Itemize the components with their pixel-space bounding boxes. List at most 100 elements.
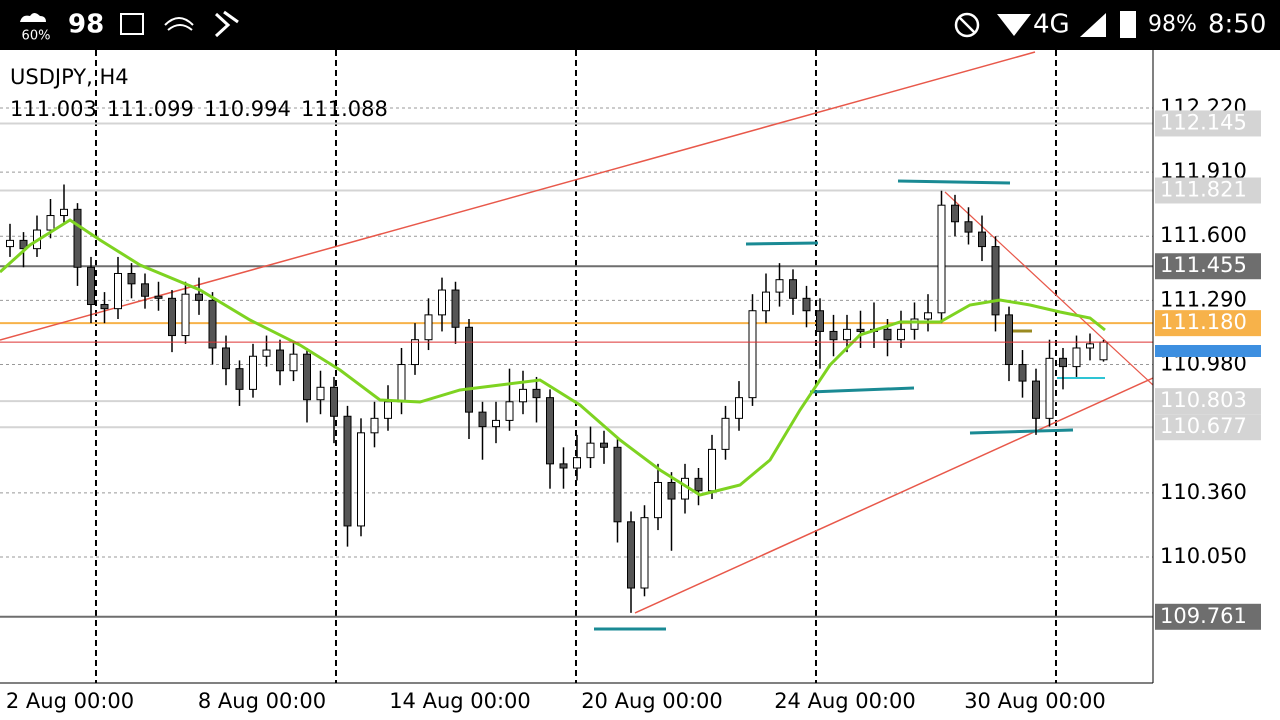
candle-body [667,481,676,500]
candle-body [262,349,271,357]
weather-text: 60% [22,29,51,44]
x-tick-label: 24 Aug 00:00 [774,689,916,713]
ask-label-box [1155,345,1261,357]
candle-body [330,386,338,417]
fractal-level [897,179,1011,185]
y-tick-label: 110.050 [1160,544,1247,568]
candle-body [978,231,986,248]
candle-body [991,246,1000,316]
candle-body [762,291,770,312]
candle-body [613,446,622,523]
candle-body [100,304,109,310]
candle-body [357,432,365,527]
trend-line [634,377,1154,614]
candle-body [735,397,743,419]
candle-body [73,208,82,268]
symbol-title: USDJPY, H4 [10,65,129,89]
candle-body [46,215,55,231]
level-label: 112.145 [1160,110,1247,134]
candle-body [343,415,352,527]
level-label: 111.180 [1160,310,1247,334]
battery-icon [1120,11,1136,38]
candle-body [964,221,973,233]
level-label-box [1155,414,1261,441]
level-label-box [1155,177,1261,204]
candle-body [924,312,932,320]
candle-body [829,330,838,341]
candle-body [1072,347,1081,368]
candle-body [1099,341,1108,361]
level-label: 110.803 [1160,388,1247,412]
candle-body [114,272,122,310]
app-icon [164,17,194,31]
battery-level: 98% [1148,12,1197,37]
candle-body [654,481,662,519]
level-label-box [1155,253,1261,280]
candle-body [87,266,95,306]
x-tick-label: 14 Aug 00:00 [389,689,531,713]
candle-body [141,283,149,297]
candle-body [1086,343,1094,349]
candle-body [181,293,190,337]
candle-body [519,388,527,403]
x-tick-label: 20 Aug 00:00 [581,689,723,713]
candle-body [856,328,865,332]
candle-body [532,388,541,399]
app-icon [214,10,239,38]
candle-body [303,353,311,401]
notice-count: 98 [68,10,104,40]
candle-body [249,355,257,390]
y-tick-label: 111.600 [1160,223,1247,247]
x-tick-label: 30 Aug 00:00 [964,689,1106,713]
y-tick-label: 110.360 [1160,480,1247,504]
moving-average [0,218,1106,497]
x-tick-label: 2 Aug 00:00 [6,689,134,713]
candle-body [694,477,703,492]
candle-body [154,295,163,299]
candle-body [370,417,379,434]
candle-body [721,417,730,450]
candle-body [546,397,554,465]
level-label: 110.677 [1160,414,1247,438]
low-value: 110.994 [204,97,291,121]
clock: 8:50 [1208,10,1266,40]
network-type: 4G [1033,10,1070,40]
candle-body [1059,357,1067,368]
period-separators [95,50,1057,683]
level-label: 111.821 [1160,178,1247,202]
close-value: 111.088 [301,97,388,121]
candle-body [559,463,568,469]
signal-icon [1080,13,1106,37]
image-icon [120,13,144,35]
level-label-box [1155,310,1261,337]
candle-body [195,293,203,301]
weather-icon [20,13,46,22]
levels: 112.145 111.821 111.455 111.180 110.803110.6… [0,110,1261,630]
candle-body [465,326,473,413]
candle-body [276,349,284,372]
candle-body [397,364,406,403]
candle-body [573,457,581,469]
level-label: 109.761 [1160,604,1247,628]
candle-body [235,368,244,390]
candle-body [289,353,298,372]
candle-body [1005,314,1013,366]
candle-body [748,310,757,399]
ohlc-header: 111.003 111.099 110.994 111.088 [10,97,388,121]
candle-body [951,204,959,223]
time-labels: 2 Aug 00:00 8 Aug 00:00 14 Aug 00:00 20 Aug… [6,689,1106,713]
candle-body [816,310,824,332]
candles [6,184,1108,613]
level-label-box [1155,110,1261,137]
candle-body [600,442,608,448]
fractal-level [809,386,915,394]
candle-body [627,521,635,589]
level-label-box [1155,603,1261,630]
candle-body [438,289,446,316]
candle-body [411,339,419,366]
candle-body [937,204,946,314]
candle-body [168,297,176,337]
candle-body [492,419,500,428]
